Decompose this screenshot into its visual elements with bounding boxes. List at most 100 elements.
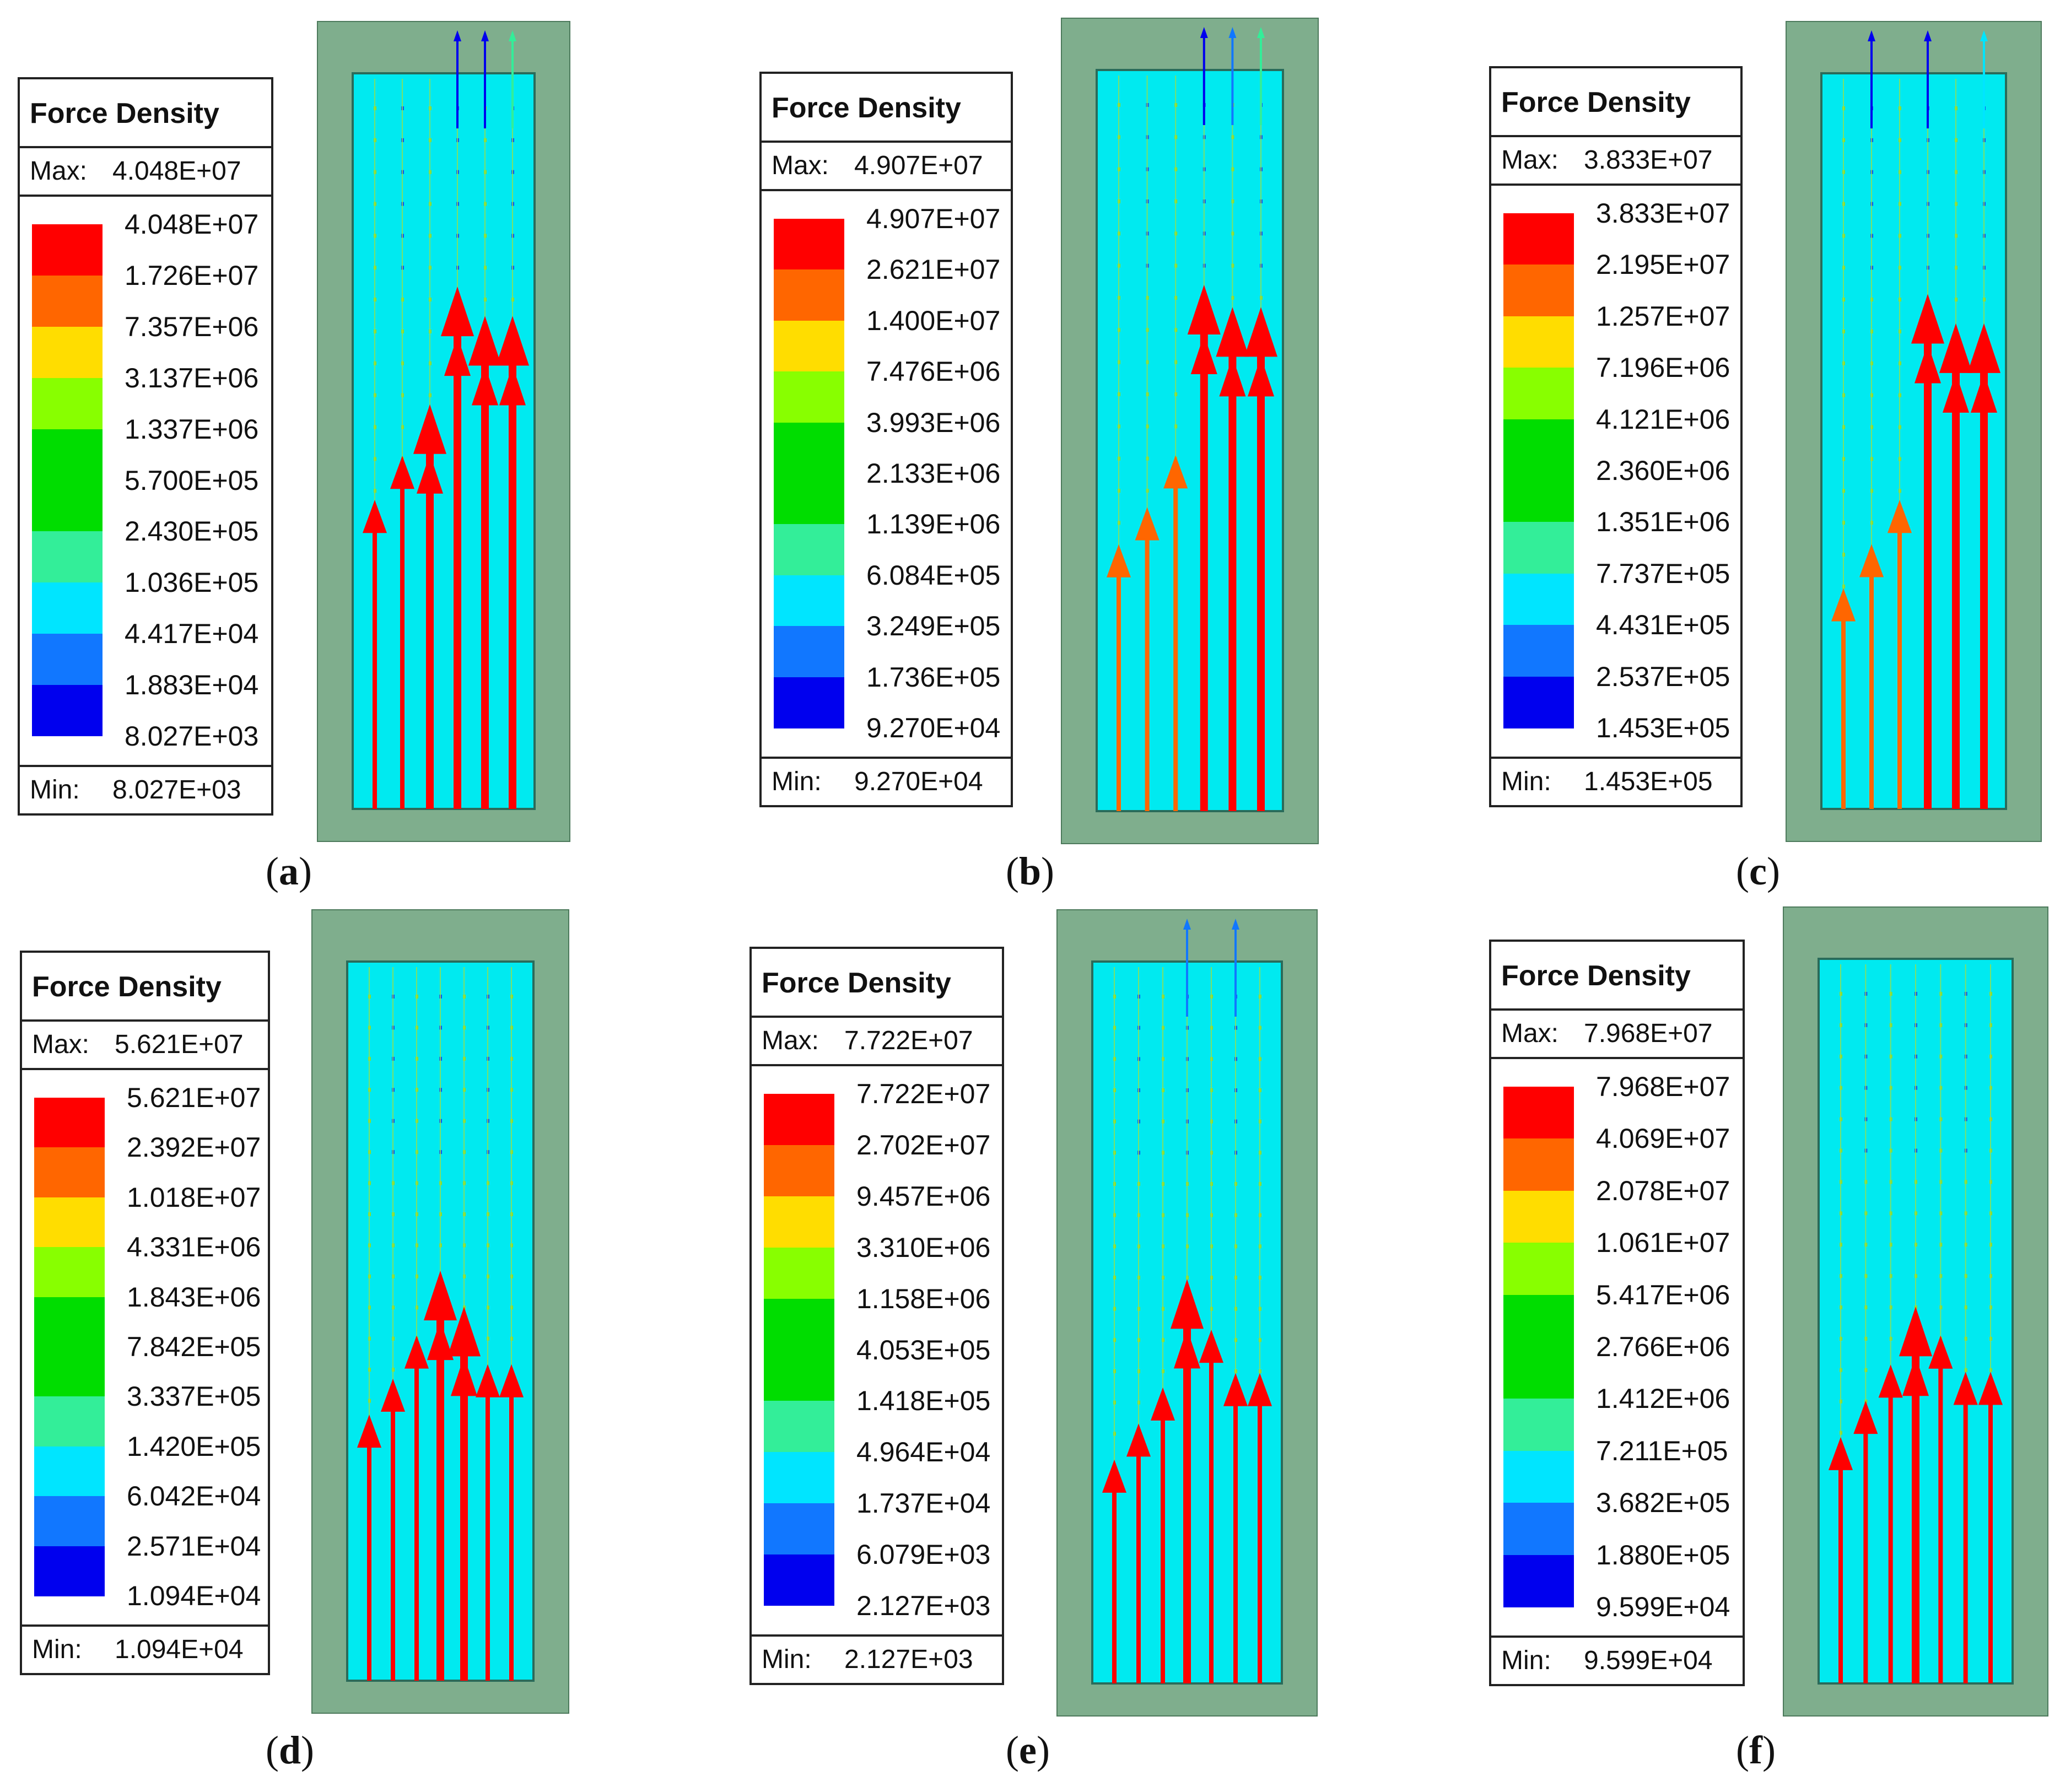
force-arrow-head (1135, 507, 1160, 541)
force-arrow-head (381, 1378, 405, 1412)
force-density-plot (1783, 906, 2048, 1717)
force-arrow-head (1190, 334, 1217, 375)
force-arrow-head (451, 1356, 477, 1396)
caption: (e) (1006, 1728, 1050, 1772)
legend-tick: 1.139E+06 (866, 509, 1001, 540)
force-arrow-head (1978, 1372, 2003, 1405)
legend-swatch (32, 377, 103, 429)
legend-tick: 4.907E+07 (866, 203, 1001, 234)
caption-letter: c (1749, 849, 1767, 893)
legend-swatch (1503, 265, 1574, 317)
legend-title: Force Density (762, 74, 1011, 143)
caption-letter: a (278, 849, 299, 893)
legend-tick: 2.702E+07 (856, 1129, 991, 1161)
max-value: 7.722E+07 (844, 1026, 973, 1055)
legend-tick: 2.571E+04 (127, 1530, 261, 1562)
legend-tick: 1.883E+04 (125, 670, 259, 701)
min-label: Min: (30, 775, 80, 805)
legend-tick: 2.537E+05 (1596, 661, 1730, 692)
legend-tick: 5.621E+07 (127, 1082, 261, 1113)
force-density-plot (317, 21, 570, 842)
small-arrow-head (509, 30, 516, 41)
caption-letter: f (1749, 1728, 1762, 1772)
legend-swatch (1503, 1399, 1574, 1451)
legend-tick: 1.736E+05 (866, 661, 1001, 693)
min-value: 1.453E+05 (1584, 767, 1713, 796)
legend-tick: 1.453E+05 (1596, 713, 1730, 743)
legend-swatch (764, 1503, 834, 1555)
legend-min: Min: 8.027E+03 (20, 765, 271, 813)
force-arrow-head (1939, 323, 1972, 373)
legend-tick: 1.726E+07 (125, 260, 259, 291)
force-arrow-head (1171, 1279, 1204, 1329)
min-label: Min: (32, 1635, 82, 1664)
force-density-plot (1061, 18, 1319, 844)
legend-tick: 3.249E+05 (866, 611, 1001, 642)
legend-tick: 9.599E+04 (1596, 1591, 1730, 1622)
legend-min: Min: 9.599E+04 (1491, 1636, 1743, 1684)
legend-swatch (32, 224, 103, 276)
legend-swatch (1503, 1243, 1574, 1296)
legend-tick: 5.417E+06 (1596, 1279, 1730, 1310)
legend-min: Min: 9.270E+04 (762, 757, 1011, 805)
legend-title: Force Density (1491, 942, 1743, 1011)
legend-swatch (32, 275, 103, 327)
legend: Force Density Max: 5.621E+07 Min: 1.094E+04 5… (20, 951, 270, 1675)
force-arrow-head (1899, 1307, 1932, 1357)
conductor-region (1820, 72, 2007, 810)
legend-tick: 2.430E+05 (125, 516, 259, 547)
force-arrow-head (1859, 544, 1884, 577)
force-arrow-head (1163, 455, 1188, 489)
legend-tick: 6.042E+04 (127, 1481, 261, 1512)
legend-tick: 3.682E+05 (1596, 1487, 1730, 1519)
force-arrow-head (1244, 307, 1277, 357)
legend-tick: 3.833E+07 (1596, 198, 1730, 229)
legend-tick: 9.457E+06 (856, 1180, 991, 1212)
legend-tick: 1.094E+04 (127, 1580, 261, 1611)
force-arrow-head (424, 1271, 457, 1321)
legend-tick: 1.158E+06 (856, 1283, 991, 1314)
small-arrow-head (1200, 27, 1208, 38)
force-arrow-head (363, 500, 387, 533)
legend-swatch (764, 1196, 834, 1248)
force-arrow-head (1853, 1401, 1878, 1434)
min-label: Min: (762, 1645, 812, 1674)
legend-swatch (1503, 213, 1574, 265)
legend-tick: 1.418E+05 (856, 1385, 991, 1417)
force-arrow-head (447, 1307, 481, 1357)
caption: (a) (266, 849, 312, 893)
legend-swatch (764, 1145, 834, 1196)
legend-swatch (34, 1098, 105, 1148)
legend-swatch (1503, 419, 1574, 471)
legend-swatch (32, 326, 103, 378)
legend-max: Max: 7.968E+07 (1491, 1011, 1743, 1059)
min-label: Min: (1501, 1646, 1551, 1675)
legend-tick: 7.476E+06 (866, 356, 1001, 387)
legend: Force Density Max: 4.907E+07 Min: 9.270E+04 4… (759, 72, 1013, 807)
legend: Force Density Max: 7.722E+07 Min: 2.127E+03 7… (749, 947, 1004, 1685)
legend-title: Force Density (752, 949, 1002, 1018)
conductor-region (352, 72, 536, 810)
legend-swatch (34, 1446, 105, 1497)
force-density-plot (311, 909, 569, 1714)
legend: Force Density Max: 7.968E+07 Min: 9.599E+04 7… (1489, 940, 1745, 1686)
force-arrow-head (405, 1335, 429, 1369)
force-arrow-head (390, 456, 414, 489)
legend-tick: 9.270E+04 (866, 713, 1001, 743)
legend-swatch (34, 1297, 105, 1347)
max-label: Max: (772, 151, 829, 180)
force-arrow-head (1151, 1387, 1175, 1421)
legend-swatch (34, 1147, 105, 1198)
legend-max: Max: 7.722E+07 (752, 1018, 1002, 1066)
legend-tick: 4.964E+04 (856, 1437, 991, 1468)
legend-swatch (764, 1094, 834, 1145)
caption-letter: b (1018, 849, 1042, 893)
legend-swatch (34, 1247, 105, 1298)
legend-swatch (1503, 573, 1574, 625)
force-arrow-head (1971, 373, 1997, 413)
caption-letter: d (278, 1728, 301, 1772)
legend-swatch (764, 1452, 834, 1504)
legend: Force Density Max: 4.048E+07 Min: 8.027E+03 4… (18, 77, 273, 816)
force-arrow-head (357, 1415, 381, 1448)
legend-swatch (774, 219, 844, 270)
